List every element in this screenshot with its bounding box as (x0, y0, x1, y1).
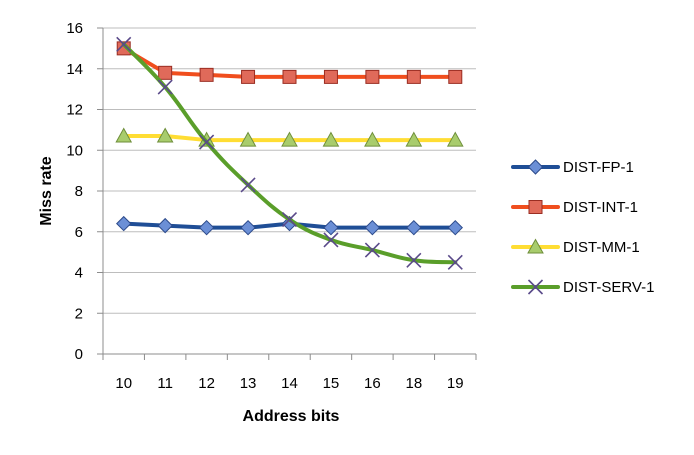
data-point (158, 65, 173, 80)
y-tick-label: 12 (66, 102, 83, 119)
data-point (406, 69, 421, 84)
data-point (405, 131, 423, 147)
x-tick-label: 15 (323, 375, 340, 392)
data-point (364, 219, 381, 236)
data-point (116, 36, 132, 52)
data-point (406, 219, 422, 236)
data-point (240, 177, 256, 193)
y-tick-label: 4 (75, 265, 83, 282)
x-tick-label: 16 (364, 375, 381, 392)
data-point (446, 131, 464, 147)
data-point (239, 131, 257, 147)
y-tick-label: 0 (75, 346, 83, 363)
legend-label: DIST-INT-1 (563, 199, 638, 216)
y-tick-label: 6 (75, 224, 83, 241)
legend-marker (527, 279, 544, 295)
data-point (115, 127, 133, 143)
x-tick-label: 19 (447, 375, 464, 392)
x-tick-labels: 10 11 12 13 14 15 16 18 19 (115, 375, 463, 392)
data-point (198, 219, 215, 236)
legend-item: DIST-SERV-1 (511, 279, 654, 296)
x-axis-title: Address bits (243, 408, 340, 425)
y-tick-label: 16 (66, 20, 83, 37)
legend-item: DIST-FP-1 (511, 159, 634, 176)
data-point (241, 69, 256, 84)
data-point (282, 69, 297, 84)
y-tick-label: 14 (66, 61, 83, 78)
data-point (322, 131, 340, 147)
legend-label: DIST-SERV-1 (563, 279, 654, 296)
x-tick-label: 11 (157, 375, 173, 392)
x-tick-label: 12 (198, 375, 215, 392)
y-tick-label: 10 (66, 142, 83, 159)
legend-item: DIST-INT-1 (511, 199, 638, 216)
y-tick-label: 8 (75, 183, 83, 200)
data-point (365, 69, 380, 84)
x-tick-label: 13 (240, 375, 257, 392)
legend-item: DIST-MM-1 (511, 238, 640, 256)
data-point (323, 232, 339, 248)
data-point (116, 215, 132, 232)
x-tick-label: 14 (281, 375, 298, 392)
x-tick-label: 10 (115, 375, 132, 392)
y-axis-title: Miss rate (38, 156, 55, 225)
data-point (281, 131, 298, 147)
data-point (199, 67, 214, 82)
series-lines (115, 36, 464, 270)
data-point (199, 134, 215, 150)
legend-marker (528, 200, 543, 214)
data-point (281, 211, 298, 228)
series-DIST-SERV-1 (116, 36, 463, 270)
series-DIST-INT-1 (116, 41, 463, 84)
legend-marker (527, 159, 544, 175)
data-point (240, 219, 256, 236)
data-point (323, 219, 339, 236)
data-point (448, 69, 463, 84)
data-point (323, 69, 338, 84)
data-point (364, 131, 381, 147)
data-point (447, 254, 463, 270)
series-DIST-MM-1 (115, 127, 464, 147)
legend-marker (527, 238, 544, 254)
data-point (156, 127, 174, 143)
data-point (406, 252, 422, 268)
axes (97, 27, 477, 360)
data-point (157, 217, 173, 234)
data-point (447, 219, 463, 236)
x-tick-label: 18 (405, 375, 422, 392)
y-tick-labels: 0 2 4 6 8 10 12 14 16 (66, 20, 83, 363)
data-point (157, 79, 173, 95)
legend-label: DIST-MM-1 (563, 239, 640, 256)
y-tick-label: 2 (75, 305, 83, 322)
legend-label: DIST-FP-1 (563, 159, 634, 176)
legend: DIST-FP-1 DIST-INT-1 DIST-MM-1 DIST-SERV-1 (511, 159, 654, 296)
data-point (364, 242, 380, 258)
